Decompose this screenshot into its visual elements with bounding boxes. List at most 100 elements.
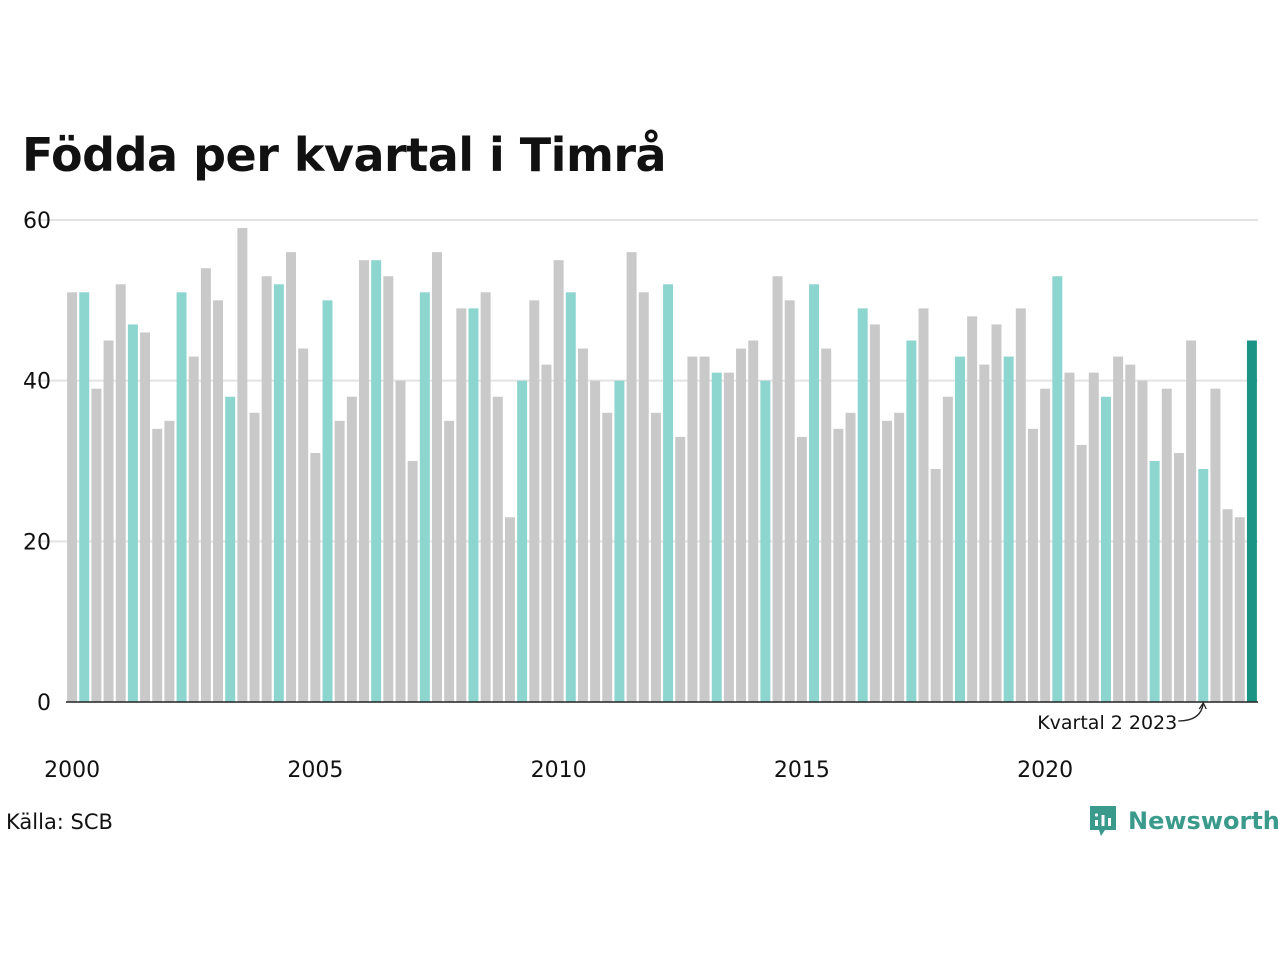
bar: [1149, 461, 1160, 702]
bar: [1161, 388, 1172, 702]
x-tick-label: 2000: [44, 758, 100, 783]
bar: [152, 428, 163, 702]
bar: [91, 388, 102, 702]
bar: [833, 428, 844, 702]
bar: [188, 356, 199, 702]
brand-logo: Newsworthy: [1088, 804, 1280, 838]
bar: [845, 412, 856, 702]
bar: [1198, 469, 1209, 702]
bar: [942, 396, 953, 702]
bar: [200, 268, 211, 702]
x-tick-labels: 2000 2005 2010 2015 2020: [44, 758, 1073, 783]
x-tick-label: 2010: [531, 758, 587, 783]
bar: [723, 372, 734, 702]
bar: [103, 340, 114, 702]
bar: [1088, 372, 1099, 702]
bar: [955, 356, 965, 702]
bar: [480, 292, 491, 702]
bar: [164, 420, 175, 702]
bar: [930, 469, 941, 702]
bar: [553, 260, 564, 702]
bar: [1015, 308, 1026, 702]
bar: [407, 461, 418, 702]
bar: [1222, 509, 1233, 702]
bar: [736, 348, 747, 702]
bar: [517, 380, 528, 702]
bar: [1137, 380, 1148, 702]
source-label: Källa: SCB: [6, 810, 113, 834]
bar: [1003, 356, 1014, 702]
annotation: Kvartal 2 2023: [1037, 701, 1207, 734]
bar: [675, 436, 686, 702]
bar: [699, 356, 710, 702]
bar: [431, 252, 442, 702]
bar: [213, 300, 224, 702]
bar: [1064, 372, 1075, 702]
bar: [663, 284, 674, 702]
bar: [1113, 356, 1124, 702]
bar: [261, 276, 272, 702]
bar: [772, 276, 783, 702]
y-tick-label: 0: [37, 691, 51, 716]
bar: [334, 420, 345, 702]
bar: [298, 348, 309, 702]
bar: [638, 292, 649, 702]
bar: [419, 292, 430, 702]
bar: [821, 348, 832, 702]
bar: [614, 380, 625, 702]
bar: [1076, 444, 1087, 702]
bars: [67, 228, 1257, 703]
bar: [346, 396, 357, 702]
bar: [687, 356, 698, 702]
bar: [67, 292, 78, 702]
bar: [882, 420, 893, 702]
bar: [991, 324, 1002, 702]
bar: [140, 332, 151, 702]
bar: [225, 396, 236, 702]
y-tick-label: 20: [23, 530, 51, 555]
bar: [249, 412, 260, 702]
bar: [395, 380, 406, 702]
bar: [626, 252, 637, 702]
bar: [1210, 388, 1221, 702]
bar: [1040, 388, 1051, 702]
bar: [650, 412, 661, 702]
x-tick-label: 2015: [774, 758, 830, 783]
bar: [310, 452, 321, 702]
bar: [1100, 396, 1111, 702]
bar: [796, 436, 807, 702]
bar: [784, 300, 795, 702]
bar: [1234, 517, 1245, 702]
bar: [322, 300, 333, 702]
bar: [115, 284, 126, 702]
annotation-label: Kvartal 2 2023: [1037, 712, 1177, 734]
x-tick-label: 2020: [1017, 758, 1073, 783]
bar: [1027, 428, 1038, 702]
bar: [869, 324, 880, 702]
bar: [383, 276, 394, 702]
bar: [1052, 276, 1063, 702]
bar: [237, 228, 248, 703]
bar: [444, 420, 455, 702]
bar: [809, 284, 820, 702]
bar: [565, 292, 576, 702]
bar: [529, 300, 540, 702]
y-tick-label: 40: [23, 370, 51, 395]
bar: [359, 260, 369, 702]
chart-title: Födda per kvartal i Timrå: [22, 128, 667, 182]
y-tick-label: 60: [23, 209, 51, 234]
bar: [979, 364, 990, 702]
annotation-arrow: [1178, 701, 1207, 722]
bar: [1125, 364, 1136, 702]
bar: [273, 284, 284, 702]
bar: [176, 292, 187, 702]
bar: [456, 308, 467, 702]
bar: [371, 260, 382, 702]
bar: [711, 372, 722, 702]
bar: [602, 412, 613, 702]
bar: [286, 252, 297, 702]
bar: [590, 380, 601, 702]
bar: [541, 364, 552, 702]
y-tick-labels: 0 20 40 60: [23, 209, 51, 716]
